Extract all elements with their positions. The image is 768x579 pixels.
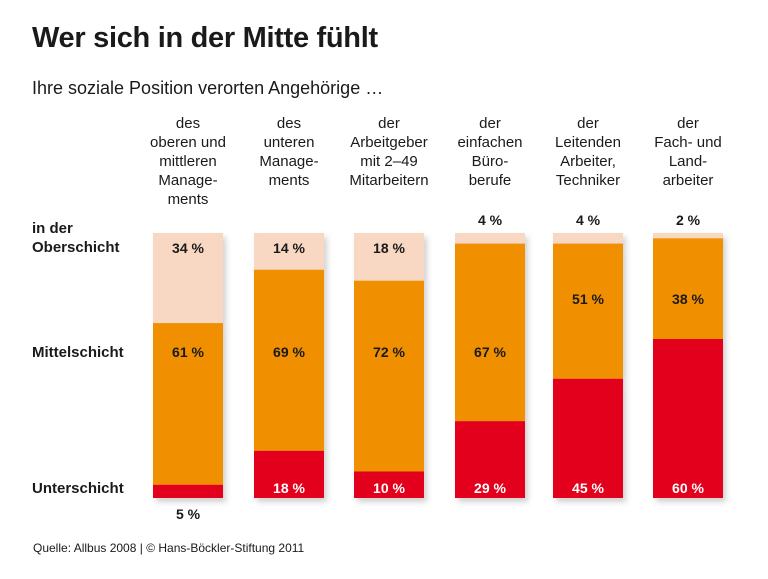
row-label-mittelschicht: Mittelschicht <box>32 344 124 361</box>
bar-group <box>153 233 223 498</box>
data-label: 2 % <box>676 212 701 228</box>
bar-segment-unterschicht <box>254 450 324 498</box>
bar-group <box>653 233 723 498</box>
data-label: 60 % <box>672 480 704 496</box>
data-label: 45 % <box>572 480 604 496</box>
data-label: 69 % <box>273 344 305 360</box>
bar-segment-mittelschicht <box>455 243 525 422</box>
data-label: 5 % <box>176 506 201 522</box>
data-label: 29 % <box>474 480 506 496</box>
bar-segment-unterschicht <box>354 471 424 498</box>
bar-segment-unterschicht <box>553 378 623 498</box>
bar-segment-unterschicht <box>153 484 223 498</box>
data-label: 61 % <box>172 344 204 360</box>
bar-segment-mittelschicht <box>254 269 324 451</box>
row-label-unterschicht: Unterschicht <box>32 480 124 497</box>
bar-group <box>254 233 324 498</box>
category-label: der Arbeitgeber mit 2–49 Mitarbeitern <box>349 115 428 189</box>
row-label-oberschicht: in der Oberschicht <box>32 220 120 256</box>
data-label: 4 % <box>478 212 503 228</box>
data-label: 38 % <box>672 291 704 307</box>
bar-group <box>455 233 525 498</box>
data-label: 14 % <box>273 240 305 256</box>
category-label: der Fach- und Land-arbeiter <box>654 115 722 189</box>
bar-segment-oberschicht <box>354 233 424 281</box>
data-label: 10 % <box>373 480 405 496</box>
data-label: 72 % <box>373 344 405 360</box>
category-label: der Leitenden Arbeiter, Techniker <box>555 115 621 189</box>
category-label: des unteren Manage-ments <box>259 115 318 189</box>
data-label: 4 % <box>576 212 601 228</box>
bar-segment-oberschicht <box>455 233 525 244</box>
data-label: 67 % <box>474 344 506 360</box>
bar-segment-oberschicht <box>254 233 324 270</box>
bar-segment-oberschicht <box>653 233 723 239</box>
chart-title: Wer sich in der Mitte fühlt <box>32 22 378 54</box>
bar-segment-mittelschicht <box>354 280 424 472</box>
category-label: des oberen und mittleren Manage-ments <box>150 115 226 208</box>
bar-segment-mittelschicht <box>553 243 623 379</box>
data-label: 18 % <box>373 240 405 256</box>
bar-segment-unterschicht <box>653 339 723 498</box>
chart-subtitle: Ihre soziale Position verorten Angehörig… <box>32 78 384 98</box>
bar-group <box>553 233 623 498</box>
bar-segment-unterschicht <box>455 421 525 498</box>
bar-segment-oberschicht <box>553 233 623 244</box>
bar-group <box>354 233 424 498</box>
data-label: 51 % <box>572 291 604 307</box>
bar-segment-mittelschicht <box>153 323 223 485</box>
data-label: 34 % <box>172 240 204 256</box>
source-note: Quelle: Allbus 2008 | © Hans-Böckler-Sti… <box>33 541 305 555</box>
bar-segment-oberschicht <box>153 233 223 324</box>
data-label: 18 % <box>273 480 305 496</box>
category-label: der einfachen Büro-berufe <box>457 115 522 189</box>
bar-segment-mittelschicht <box>653 238 723 339</box>
